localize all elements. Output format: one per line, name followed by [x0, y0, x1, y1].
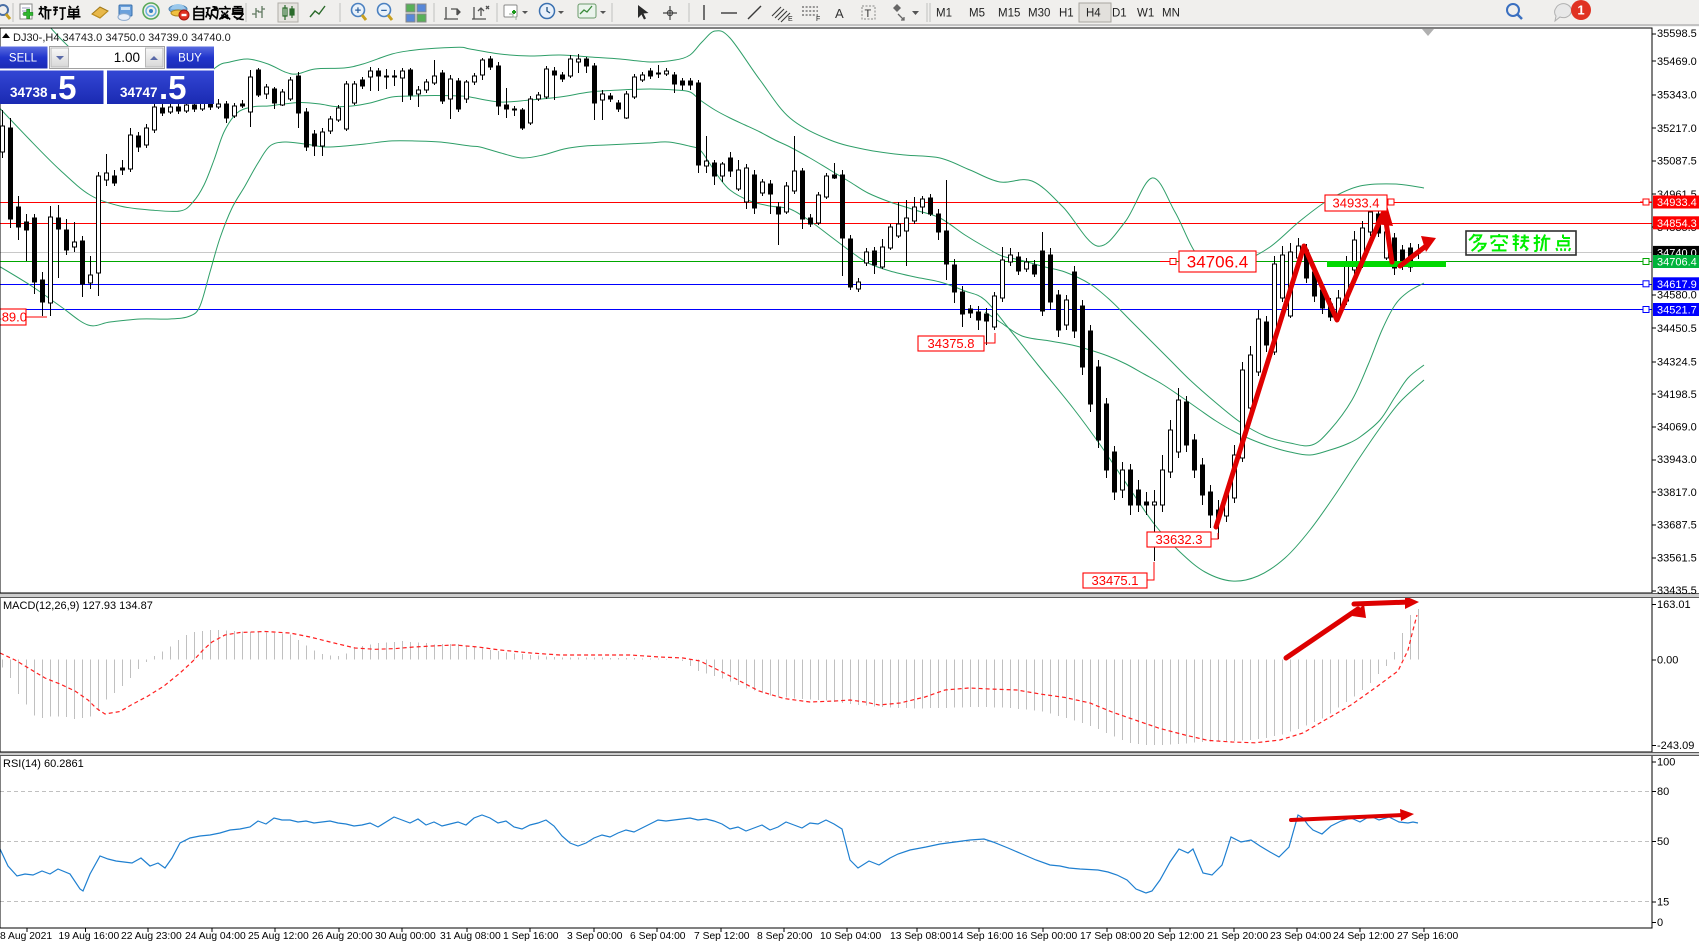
svg-text:19 Aug 16:00: 19 Aug 16:00 [59, 931, 120, 942]
svg-text:21 Sep 20:00: 21 Sep 20:00 [1207, 931, 1269, 942]
svg-text:34617.9: 34617.9 [1657, 279, 1697, 291]
svg-text:H1: H1 [1059, 8, 1074, 20]
svg-text:MACD(12,26,9) 127.93 134.87: MACD(12,26,9) 127.93 134.87 [3, 600, 153, 612]
svg-text:0.00: 0.00 [1657, 655, 1678, 667]
svg-text:A: A [835, 6, 844, 21]
svg-text:33435.5: 33435.5 [1657, 585, 1697, 597]
svg-text:14 Sep 16:00: 14 Sep 16:00 [952, 931, 1014, 942]
svg-text:M30: M30 [1028, 8, 1050, 20]
svg-text:H4: H4 [1086, 8, 1101, 20]
svg-text:163.01: 163.01 [1657, 599, 1691, 611]
svg-text:0: 0 [1657, 917, 1663, 929]
svg-text:27 Sep 16:00: 27 Sep 16:00 [1397, 931, 1459, 942]
svg-text:M15: M15 [998, 8, 1020, 20]
svg-text:24 Sep 12:00: 24 Sep 12:00 [1333, 931, 1395, 942]
svg-text:50: 50 [1657, 836, 1669, 848]
svg-text:34706.4: 34706.4 [1187, 253, 1248, 272]
svg-text:24 Aug 04:00: 24 Aug 04:00 [185, 931, 246, 942]
svg-text:35217.0: 35217.0 [1657, 123, 1697, 135]
svg-text:34580.0: 34580.0 [1657, 290, 1697, 302]
svg-text:MN: MN [1162, 8, 1180, 20]
svg-text:.5: .5 [49, 69, 77, 106]
svg-text:3 Sep 00:00: 3 Sep 00:00 [567, 931, 623, 942]
svg-text:34738: 34738 [10, 85, 48, 100]
svg-text:34489.0: 34489.0 [0, 310, 27, 325]
svg-text:34706.4: 34706.4 [1657, 257, 1697, 269]
svg-text:33561.5: 33561.5 [1657, 553, 1697, 565]
svg-text:35343.0: 35343.0 [1657, 90, 1697, 102]
svg-text:8 Aug 2021: 8 Aug 2021 [0, 931, 52, 942]
svg-text:34933.4: 34933.4 [1333, 196, 1380, 211]
svg-text:16 Sep 00:00: 16 Sep 00:00 [1016, 931, 1078, 942]
svg-text:26 Aug 20:00: 26 Aug 20:00 [312, 931, 373, 942]
svg-text:13 Sep 08:00: 13 Sep 08:00 [890, 931, 952, 942]
svg-text:35598.5: 35598.5 [1657, 28, 1697, 40]
svg-text:80: 80 [1657, 786, 1669, 798]
svg-text:BUY: BUY [178, 53, 202, 65]
svg-text:F: F [816, 16, 820, 23]
svg-text:34375.8: 34375.8 [928, 336, 975, 351]
svg-text:33475.1: 33475.1 [1092, 573, 1139, 588]
svg-text:15: 15 [1657, 896, 1669, 908]
svg-text:8 Sep 20:00: 8 Sep 20:00 [757, 931, 813, 942]
svg-text:1.00: 1.00 [114, 50, 140, 65]
svg-text:RSI(14) 60.2861: RSI(14) 60.2861 [3, 758, 84, 770]
svg-text:1: 1 [1577, 3, 1584, 18]
svg-text:34069.0: 34069.0 [1657, 422, 1697, 434]
svg-text:31 Aug 08:00: 31 Aug 08:00 [440, 931, 501, 942]
svg-text:34854.3: 34854.3 [1657, 218, 1697, 230]
svg-text:.5: .5 [159, 69, 187, 106]
svg-text:M1: M1 [936, 8, 952, 20]
svg-text:20 Sep 12:00: 20 Sep 12:00 [1143, 931, 1205, 942]
svg-text:22 Aug 23:00: 22 Aug 23:00 [121, 931, 182, 942]
svg-text:30 Aug 00:00: 30 Aug 00:00 [375, 931, 436, 942]
svg-text:E: E [788, 16, 793, 23]
svg-text:1 Sep 16:00: 1 Sep 16:00 [503, 931, 559, 942]
svg-text:33943.0: 33943.0 [1657, 454, 1697, 466]
svg-text:33687.5: 33687.5 [1657, 520, 1697, 532]
svg-text:23 Sep 04:00: 23 Sep 04:00 [1270, 931, 1332, 942]
svg-text:34747: 34747 [120, 85, 158, 100]
svg-text:D1: D1 [1112, 8, 1127, 20]
svg-text:34450.5: 34450.5 [1657, 323, 1697, 335]
svg-text:17 Sep 08:00: 17 Sep 08:00 [1080, 931, 1142, 942]
svg-text:25 Aug 12:00: 25 Aug 12:00 [248, 931, 309, 942]
svg-text:33817.0: 33817.0 [1657, 487, 1697, 499]
svg-text:DJ30-,H4 34743.0 34750.0 3473: DJ30-,H4 34743.0 34750.0 34739.0 34740.0 [13, 32, 231, 44]
svg-text:35469.0: 35469.0 [1657, 56, 1697, 68]
svg-text:M5: M5 [969, 8, 985, 20]
svg-text:34521.7: 34521.7 [1657, 305, 1697, 317]
svg-text:−: − [381, 5, 387, 17]
svg-text:7 Sep 12:00: 7 Sep 12:00 [694, 931, 750, 942]
svg-text:100: 100 [1657, 757, 1675, 769]
svg-text:T: T [865, 8, 872, 20]
svg-text:-243.09: -243.09 [1657, 740, 1694, 752]
svg-text:34324.5: 34324.5 [1657, 356, 1697, 368]
svg-text:SELL: SELL [9, 53, 38, 65]
svg-text:+: + [355, 5, 361, 17]
svg-text:33632.3: 33632.3 [1156, 532, 1203, 547]
svg-text:34933.4: 34933.4 [1657, 197, 1697, 209]
svg-text:6 Sep 04:00: 6 Sep 04:00 [630, 931, 686, 942]
svg-text:10 Sep 04:00: 10 Sep 04:00 [820, 931, 882, 942]
svg-text:35087.5: 35087.5 [1657, 156, 1697, 168]
svg-text:34198.5: 34198.5 [1657, 389, 1697, 401]
svg-text:W1: W1 [1137, 8, 1154, 20]
